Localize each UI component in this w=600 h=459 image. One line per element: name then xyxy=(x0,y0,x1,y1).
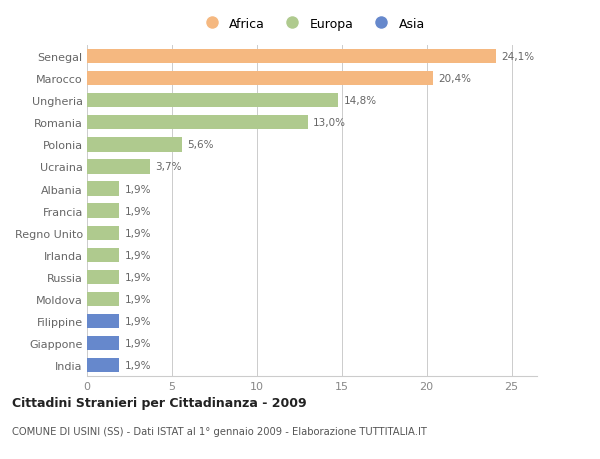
Text: 3,7%: 3,7% xyxy=(155,162,181,172)
Text: 1,9%: 1,9% xyxy=(124,272,151,282)
Bar xyxy=(87,50,496,64)
Text: 1,9%: 1,9% xyxy=(124,316,151,326)
Bar xyxy=(87,138,182,152)
Text: 1,9%: 1,9% xyxy=(124,228,151,238)
Text: 1,9%: 1,9% xyxy=(124,206,151,216)
Text: 20,4%: 20,4% xyxy=(439,74,472,84)
Text: 1,9%: 1,9% xyxy=(124,184,151,194)
Text: COMUNE DI USINI (SS) - Dati ISTAT al 1° gennaio 2009 - Elaborazione TUTTITALIA.I: COMUNE DI USINI (SS) - Dati ISTAT al 1° … xyxy=(12,426,427,436)
Bar xyxy=(87,292,119,307)
Bar xyxy=(87,116,308,130)
Bar xyxy=(87,94,338,108)
Bar xyxy=(87,314,119,329)
Text: 1,9%: 1,9% xyxy=(124,294,151,304)
Bar xyxy=(87,336,119,351)
Bar xyxy=(87,248,119,263)
Bar xyxy=(87,72,433,86)
Text: 24,1%: 24,1% xyxy=(502,52,535,62)
Bar xyxy=(87,226,119,241)
Text: 1,9%: 1,9% xyxy=(124,250,151,260)
Legend: Africa, Europa, Asia: Africa, Europa, Asia xyxy=(194,12,430,35)
Bar xyxy=(87,160,150,174)
Text: 13,0%: 13,0% xyxy=(313,118,346,128)
Bar xyxy=(87,358,119,373)
Text: Cittadini Stranieri per Cittadinanza - 2009: Cittadini Stranieri per Cittadinanza - 2… xyxy=(12,396,307,409)
Bar xyxy=(87,204,119,218)
Text: 1,9%: 1,9% xyxy=(124,338,151,348)
Text: 5,6%: 5,6% xyxy=(187,140,214,150)
Text: 1,9%: 1,9% xyxy=(124,360,151,370)
Bar xyxy=(87,182,119,196)
Text: 14,8%: 14,8% xyxy=(343,96,377,106)
Bar xyxy=(87,270,119,285)
